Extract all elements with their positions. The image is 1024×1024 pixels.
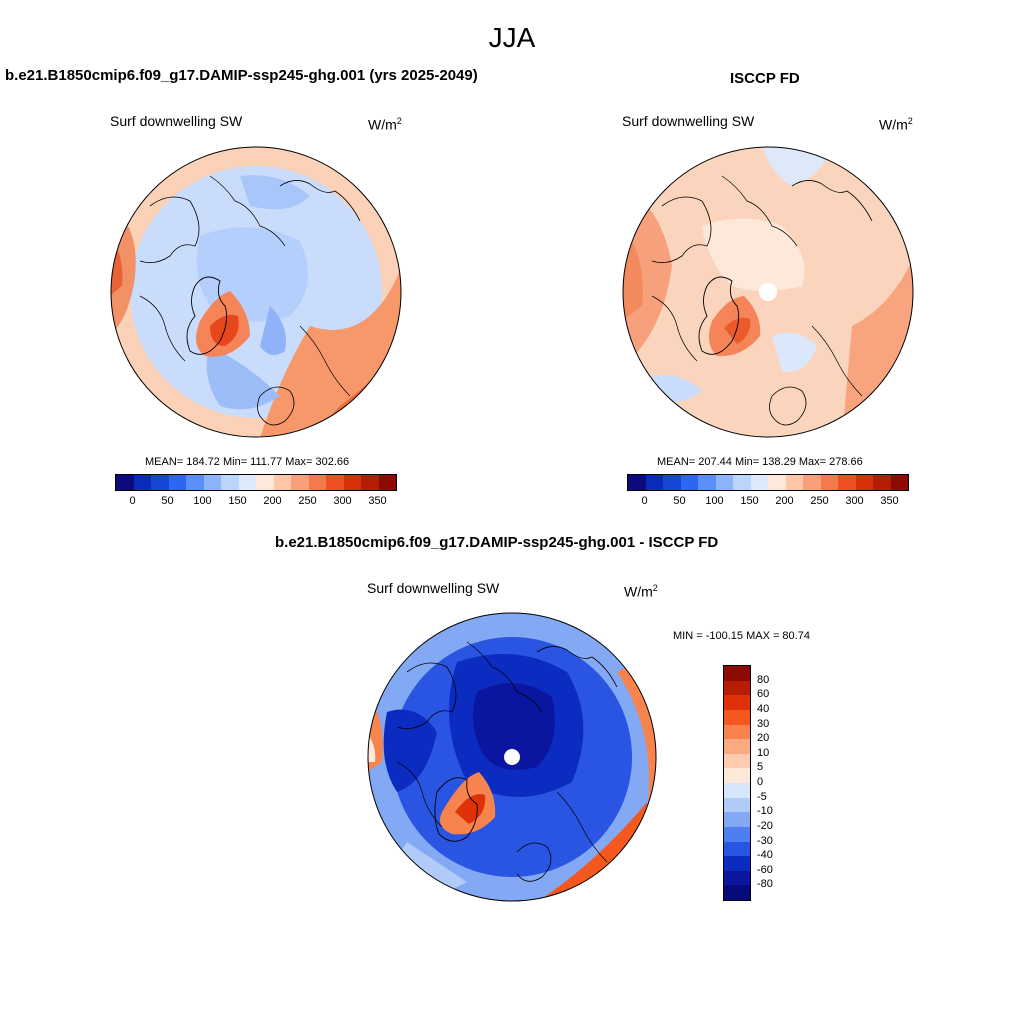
model-colorbar-swatch	[256, 475, 274, 490]
season-title: JJA	[488, 22, 536, 53]
obs-colorbar-swatch	[680, 475, 698, 490]
diff-units-label: W/m2	[624, 583, 658, 600]
obs-colorbar-swatch	[698, 475, 716, 490]
diff-colorbar-swatch	[724, 797, 750, 813]
diff-colorbar-tick-label: 60	[757, 688, 770, 701]
model-colorbar-tick-label: 250	[298, 495, 317, 507]
diff-colorbar	[723, 665, 751, 901]
obs-colorbar-swatch	[645, 475, 663, 490]
diff-colorbar-tick-label: -5	[757, 790, 767, 803]
model-colorbar	[115, 474, 397, 491]
diff-colorbar-tick-label: -10	[757, 805, 773, 818]
model-polar-map	[110, 146, 402, 438]
diff-colorbar-swatch	[724, 841, 750, 857]
diff-colorbar-swatch	[724, 709, 750, 725]
diff-colorbar-swatch	[724, 666, 750, 681]
diff-colorbar-tick-label: -30	[757, 834, 773, 847]
model-colorbar-swatch	[308, 475, 326, 490]
model-colorbar-tick-label: 350	[368, 495, 387, 507]
diff-colorbar-tick-label: -80	[757, 878, 773, 891]
obs-units-label: W/m2	[879, 116, 913, 133]
model-colorbar-swatch	[151, 475, 169, 490]
model-colorbar-swatch	[361, 475, 379, 490]
diff-colorbar-tick-label: 0	[757, 776, 764, 788]
model-units-label: W/m2	[368, 116, 402, 133]
obs-colorbar-swatch	[890, 475, 908, 490]
obs-colorbar-tick-label: 250	[810, 495, 829, 507]
obs-colorbar-tick-label: 300	[845, 495, 864, 507]
diff-colorbar-swatch	[724, 724, 750, 740]
diff-colorbar-swatch	[724, 812, 750, 827]
diff-colorbar-swatch	[724, 739, 750, 754]
diff-colorbar-swatch	[724, 753, 750, 769]
model-colorbar-swatch	[186, 475, 204, 490]
model-colorbar-swatch	[221, 475, 239, 490]
model-colorbar-swatch	[116, 475, 134, 490]
obs-colorbar-tick-label: 150	[740, 495, 759, 507]
obs-colorbar-swatch	[750, 475, 768, 490]
obs-colorbar-swatch	[715, 475, 733, 490]
model-stats: MEAN= 184.72 Min= 111.77 Max= 302.66	[145, 456, 350, 468]
model-colorbar-swatch	[326, 475, 344, 490]
obs-colorbar-swatch	[785, 475, 803, 490]
diff-colorbar-swatch	[724, 783, 750, 798]
model-variable-label: Surf downwelling SW	[110, 113, 243, 129]
model-colorbar-swatch	[378, 475, 396, 490]
model-colorbar-tick-label: 300	[333, 495, 352, 507]
obs-case-title: ISCCP FD	[730, 70, 800, 87]
model-colorbar-swatch	[343, 475, 361, 490]
obs-variable-label: Surf downwelling SW	[622, 113, 755, 129]
obs-colorbar-swatch	[855, 475, 873, 490]
obs-colorbar-swatch	[663, 475, 681, 490]
model-colorbar-tick-label: 100	[193, 495, 212, 507]
obs-colorbar-swatch	[838, 475, 856, 490]
diff-colorbar-tick-label: -40	[757, 849, 773, 862]
diff-colorbar-tick-label: 10	[757, 746, 770, 759]
obs-stats: MEAN= 207.44 Min= 138.29 Max= 278.66	[657, 456, 863, 468]
model-colorbar-swatch	[273, 475, 291, 490]
diff-colorbar-tick-label: -20	[757, 819, 773, 832]
diff-colorbar-swatch	[724, 768, 750, 783]
diff-colorbar-tick-label: 30	[757, 717, 770, 730]
obs-colorbar	[627, 474, 909, 491]
diff-colorbar-swatch	[724, 856, 750, 871]
obs-colorbar-tick-label: 50	[673, 495, 686, 507]
model-colorbar-swatch	[238, 475, 256, 490]
model-colorbar-tick-label: 0	[129, 495, 136, 507]
model-colorbar-swatch	[133, 475, 151, 490]
obs-colorbar-swatch	[803, 475, 821, 490]
obs-colorbar-tick-label: 350	[880, 495, 899, 507]
diff-polar-map	[367, 612, 657, 902]
model-colorbar-swatch	[168, 475, 186, 490]
model-colorbar-tick-label: 50	[161, 495, 174, 507]
diff-colorbar-tick-label: 20	[757, 732, 770, 745]
model-case-title: b.e21.B1850cmip6.f09_g17.DAMIP-ssp245-gh…	[5, 67, 478, 84]
obs-colorbar-tick-label: 0	[641, 495, 648, 507]
diff-colorbar-tick-label: 80	[757, 673, 770, 686]
diff-colorbar-tick-label: 40	[757, 702, 770, 715]
diff-colorbar-tick-label: 5	[757, 761, 764, 774]
obs-colorbar-tick-label: 100	[705, 495, 724, 507]
obs-colorbar-swatch	[820, 475, 838, 490]
obs-colorbar-swatch	[628, 475, 646, 490]
diff-colorbar-tick-label: -60	[757, 863, 773, 876]
obs-colorbar-swatch	[733, 475, 751, 490]
diff-colorbar-swatch	[724, 885, 750, 900]
obs-colorbar-swatch	[768, 475, 786, 490]
diff-variable-label: Surf downwelling SW	[367, 580, 500, 596]
diff-colorbar-swatch	[724, 680, 750, 696]
model-colorbar-swatch	[291, 475, 309, 490]
model-colorbar-tick-label: 200	[263, 495, 282, 507]
obs-colorbar-tick-label: 200	[775, 495, 794, 507]
model-colorbar-swatch	[203, 475, 221, 490]
diff-colorbar-swatch	[724, 826, 750, 842]
diff-stats: MIN = -100.15 MAX = 80.74	[673, 630, 810, 642]
obs-colorbar-swatch	[873, 475, 891, 490]
obs-polar-map	[622, 146, 914, 438]
diff-case-title: b.e21.B1850cmip6.f09_g17.DAMIP-ssp245-gh…	[275, 534, 719, 551]
model-colorbar-tick-label: 150	[228, 495, 247, 507]
diff-colorbar-swatch	[724, 695, 750, 710]
diff-colorbar-swatch	[724, 870, 750, 886]
